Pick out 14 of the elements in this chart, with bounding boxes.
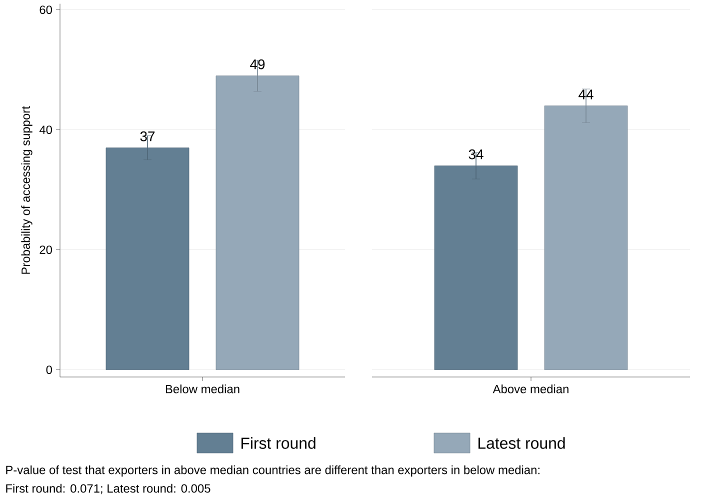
y-tick-label: 0 [46,366,52,374]
legend-label: First round [242,437,316,449]
legend-label: Latest round [478,437,565,449]
data-label: 37 [140,131,155,142]
y-axis-title: Probability of accessing support [21,106,32,274]
y-tick-label: 20 [40,246,52,254]
y-tick-label: 60 [40,6,52,14]
data-label: 49 [250,59,265,70]
text: P-value of test that exporters in above median countries are different than exporters in below median: [6,465,540,477]
x-tick-label: Above median [492,384,568,394]
data-label: 44 [578,90,594,100]
text: First round: 0.071; Latest round: 0.005 [6,484,210,494]
x-tick-label: Below median [166,384,240,394]
y-tick-label: 40 [39,126,52,134]
